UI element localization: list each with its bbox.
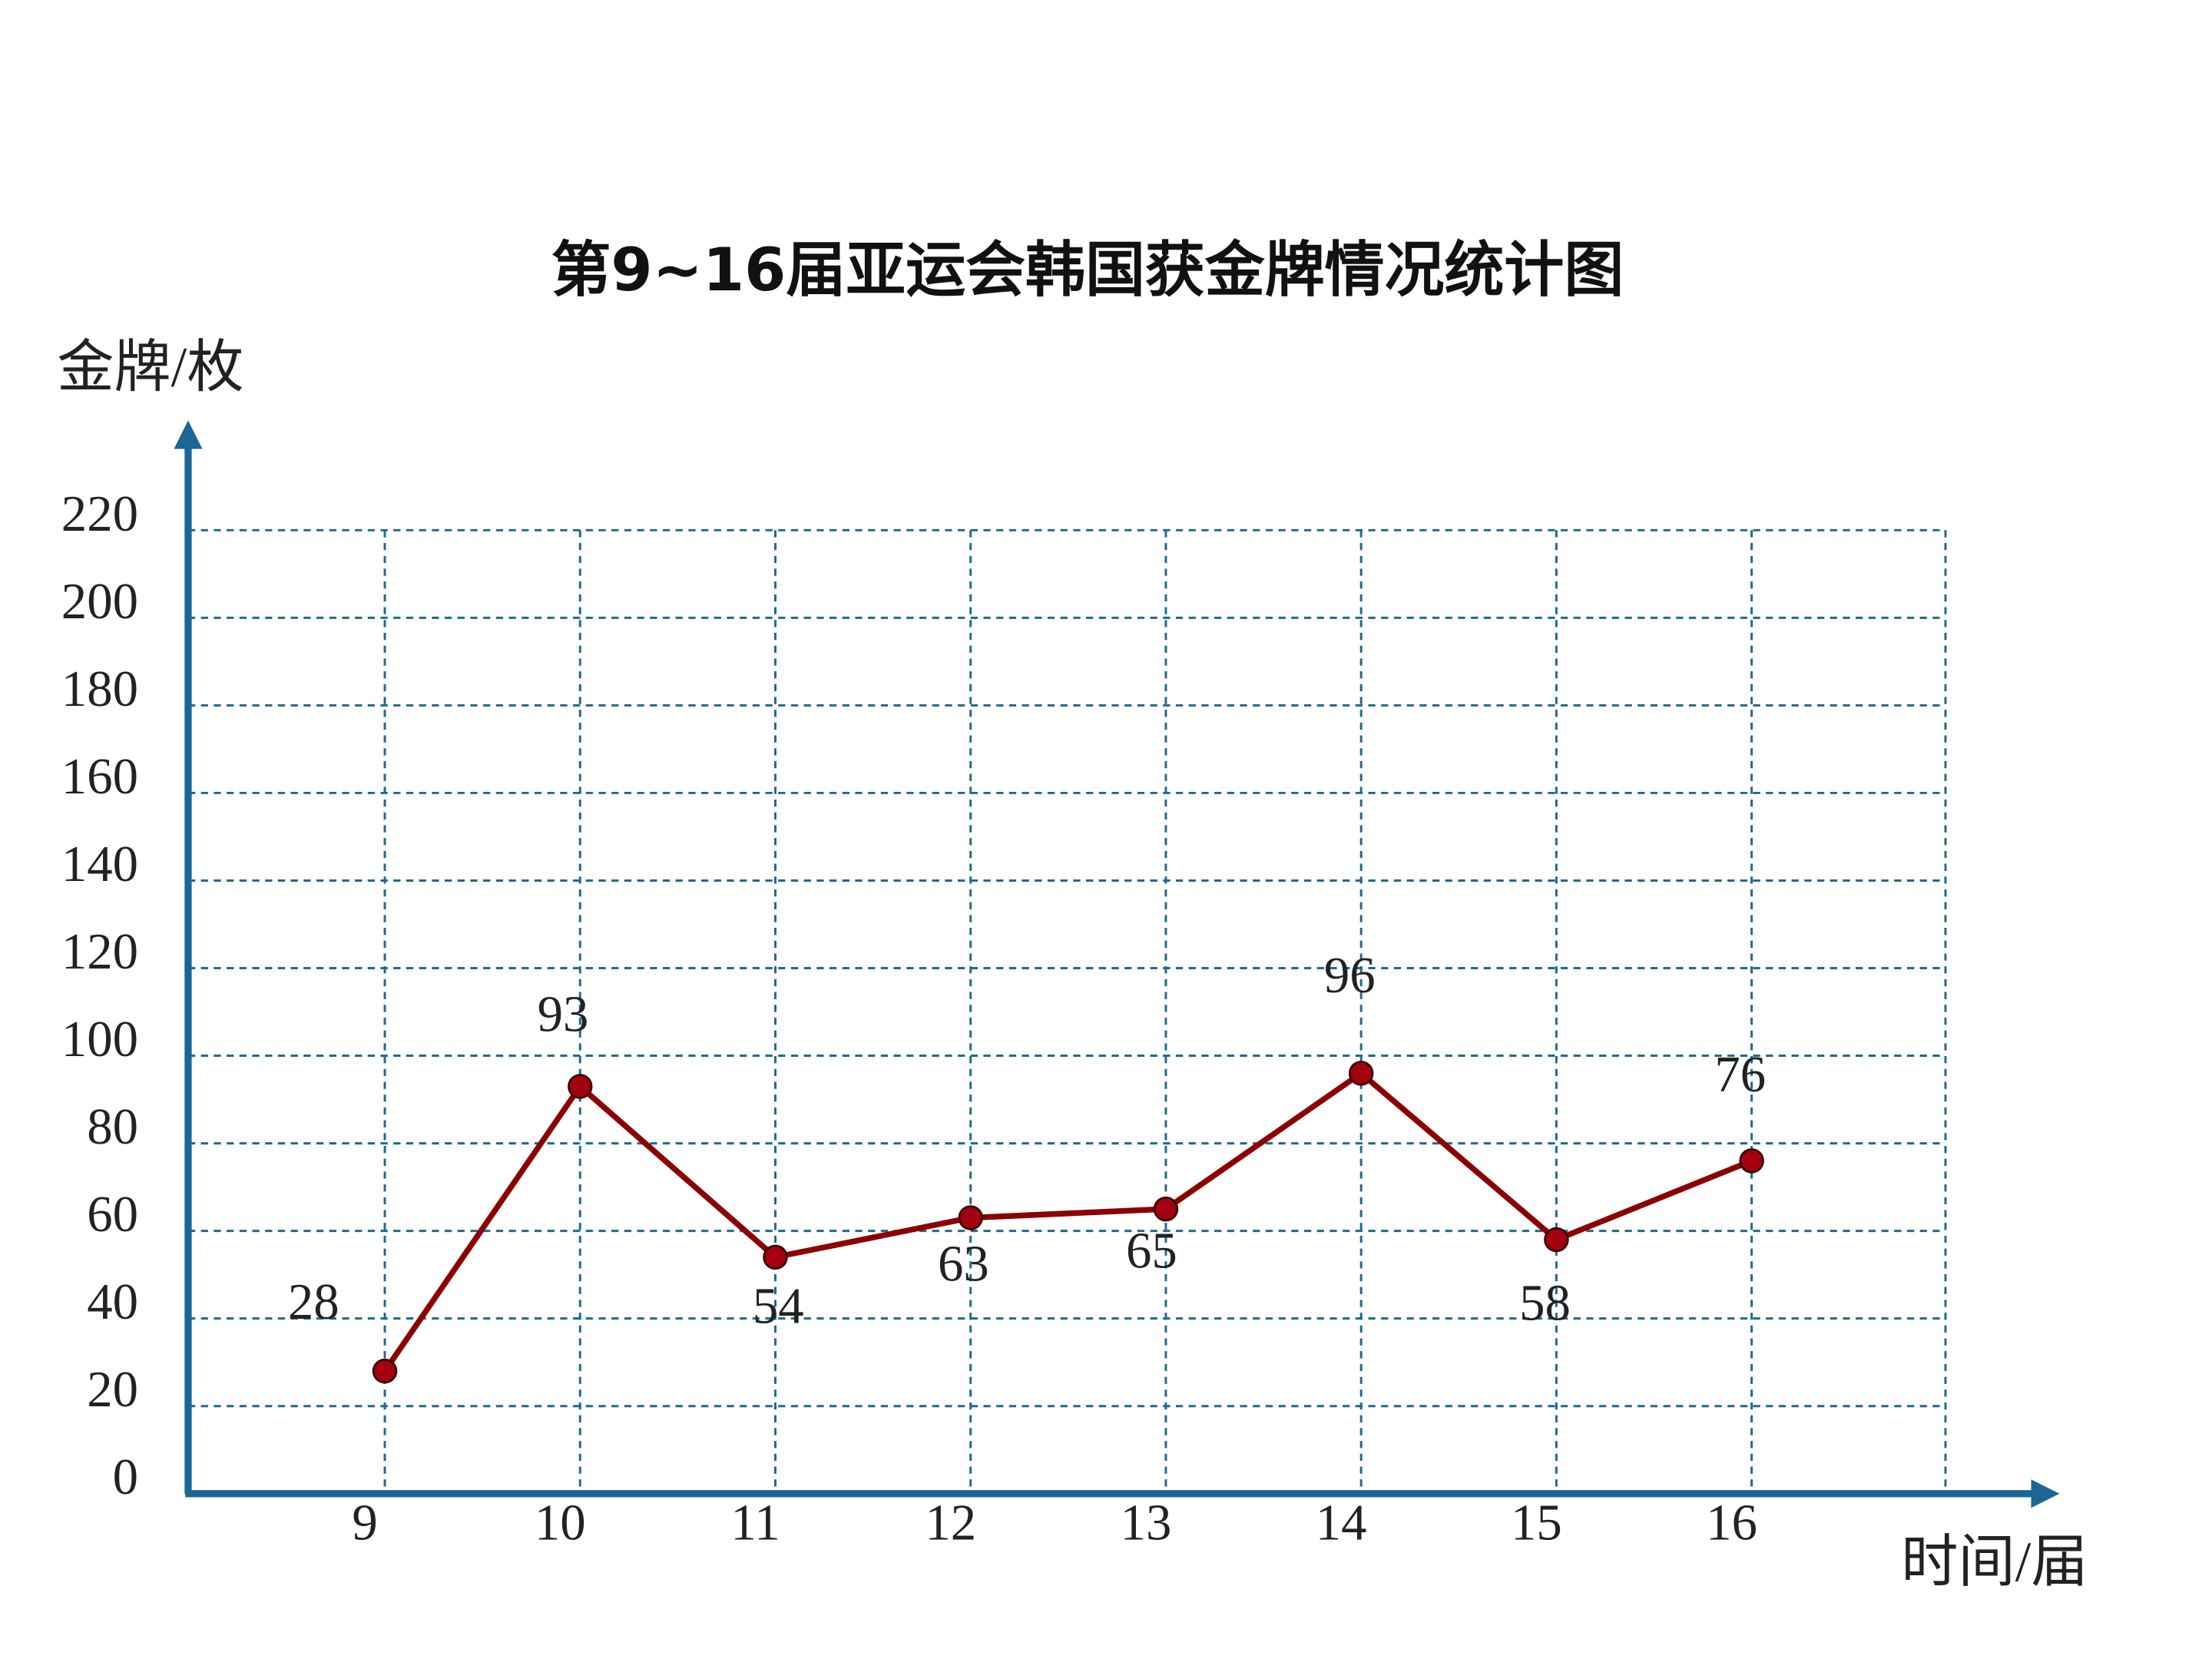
data-point [1153,1196,1179,1222]
data-point [763,1244,788,1270]
data-point [1348,1061,1374,1086]
data-label: 96 [1324,947,1376,1004]
x-tick-label: 9 [352,1495,377,1551]
data-point [958,1205,983,1230]
y-tick-label: 120 [61,923,138,980]
y-tick-label: 220 [61,485,138,542]
data-line [382,1070,1753,1373]
x-tick-label: 13 [1121,1495,1172,1551]
x-tick-label: 11 [730,1495,780,1551]
y-tick-label: 0 [113,1449,138,1505]
x-axis-label: 时间/届 [1901,1531,2088,1594]
y-axis-label: 金牌/枚 [57,336,243,399]
data-point [1739,1148,1764,1174]
y-tick-label: 140 [61,836,138,892]
data-label: 76 [1714,1046,1766,1103]
x-tick-label: 15 [1511,1495,1562,1551]
y-tick-label: 160 [61,748,138,805]
data-point [568,1074,593,1099]
y-tick-label: 20 [87,1361,138,1418]
x-tick-label: 16 [1706,1495,1757,1551]
y-tick-label: 180 [61,661,138,717]
grid [187,528,1945,1494]
y-tick-label: 40 [87,1273,138,1330]
y-tick-label: 60 [87,1186,138,1243]
y-tick-label: 100 [61,1011,138,1068]
chart-title: 第9~16届亚运会韩国获金牌情况统计图 [551,236,1624,305]
data-label: 93 [538,986,589,1043]
y-tick-label: 200 [61,573,138,630]
data-label: 28 [288,1273,339,1330]
x-tick-label: 14 [1316,1495,1367,1551]
data-label: 63 [938,1236,989,1293]
data-label: 65 [1126,1223,1177,1280]
data-point [372,1358,398,1384]
x-tick-label: 10 [535,1495,586,1551]
x-tick-label: 12 [925,1495,976,1551]
data-label: 54 [753,1278,804,1335]
data-label: 58 [1519,1274,1571,1331]
y-tick-label: 80 [87,1098,138,1155]
data-point [1544,1227,1569,1253]
plot: 28 93 54 63 65 96 58 76 [288,947,1766,1384]
